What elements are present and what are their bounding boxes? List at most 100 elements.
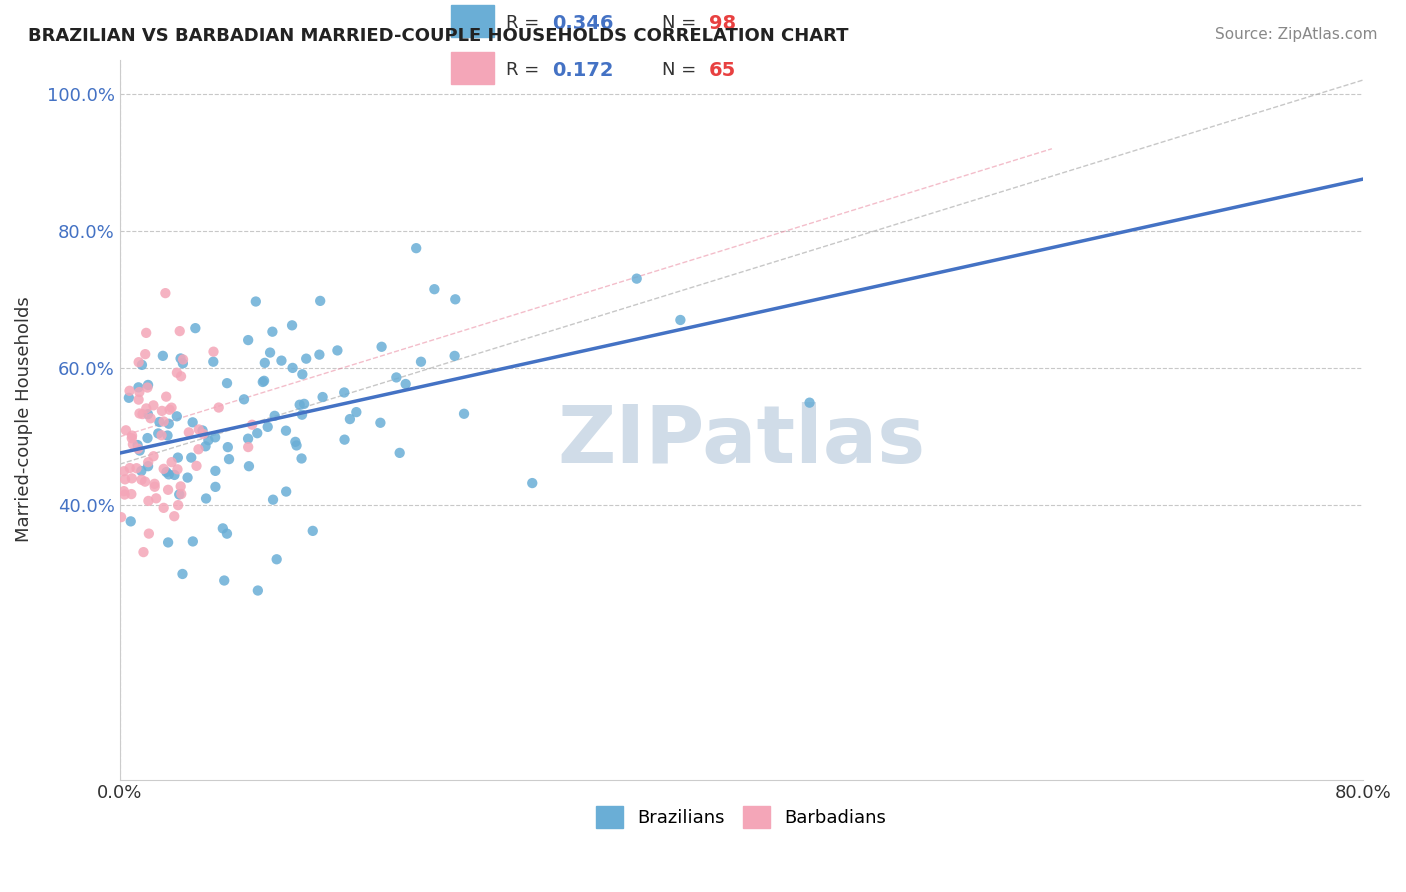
Point	[150, 404, 173, 418]
Point	[160, 401, 183, 415]
Point	[136, 431, 159, 445]
Point	[238, 333, 260, 347]
Point	[626, 271, 648, 285]
Point	[212, 574, 235, 588]
Point	[128, 385, 150, 400]
Point	[157, 483, 180, 497]
Point	[270, 353, 292, 368]
Text: ZIPatlas: ZIPatlas	[557, 402, 925, 480]
Point	[284, 434, 307, 449]
Point	[290, 451, 312, 466]
Point	[152, 500, 174, 515]
Text: 98: 98	[709, 13, 735, 32]
Point	[142, 398, 165, 412]
Point	[132, 545, 155, 559]
Bar	[451, 5, 494, 37]
Point	[405, 241, 427, 255]
Point	[127, 442, 149, 456]
Point	[135, 401, 157, 416]
Point	[301, 524, 323, 538]
Text: 65: 65	[709, 61, 735, 79]
Point	[194, 439, 217, 453]
Point	[118, 461, 141, 475]
Point	[291, 368, 314, 382]
Point	[333, 385, 356, 400]
Point	[172, 356, 194, 370]
Point	[193, 427, 215, 442]
Bar	[451, 53, 494, 84]
Point	[281, 360, 304, 375]
Legend: Brazilians, Barbadians: Brazilians, Barbadians	[589, 799, 894, 836]
Text: 0.346: 0.346	[553, 13, 614, 32]
Point	[370, 416, 392, 430]
Point	[339, 412, 361, 426]
Point	[143, 476, 166, 491]
Point	[253, 356, 276, 370]
Point	[443, 349, 465, 363]
Point	[236, 432, 259, 446]
Point	[131, 358, 153, 372]
Point	[167, 498, 190, 512]
Point	[157, 417, 180, 431]
Point	[184, 321, 207, 335]
Point	[308, 348, 330, 362]
Point	[176, 470, 198, 484]
Point	[163, 467, 186, 482]
Point	[152, 349, 174, 363]
Text: R =: R =	[506, 62, 546, 79]
Point	[281, 318, 304, 333]
Text: R =: R =	[506, 14, 546, 32]
Point	[238, 459, 260, 474]
Point	[143, 480, 166, 494]
Point	[136, 378, 159, 392]
Point	[669, 313, 692, 327]
Point	[127, 380, 149, 394]
Point	[276, 484, 298, 499]
Point	[145, 491, 167, 506]
Point	[238, 440, 260, 454]
Point	[166, 462, 188, 476]
Point	[159, 402, 181, 417]
Point	[138, 494, 160, 508]
Point	[204, 480, 226, 494]
Point	[291, 408, 314, 422]
Point	[110, 510, 132, 524]
Point	[169, 351, 191, 366]
Point	[187, 442, 209, 457]
Point	[169, 324, 191, 338]
Point	[246, 426, 269, 441]
Point	[240, 417, 263, 432]
Point	[180, 450, 202, 465]
Point	[136, 455, 159, 469]
Y-axis label: Married-couple Households: Married-couple Households	[15, 297, 32, 542]
Text: N =: N =	[662, 14, 702, 32]
Point	[195, 491, 218, 506]
Point	[128, 406, 150, 420]
Point	[259, 345, 281, 359]
Point	[155, 286, 177, 301]
Point	[115, 423, 138, 437]
Point	[172, 566, 194, 581]
Point	[134, 347, 156, 361]
Point	[172, 352, 194, 367]
Point	[155, 465, 177, 479]
Point	[166, 409, 188, 424]
Point	[166, 366, 188, 380]
Point	[157, 467, 180, 482]
Point	[127, 438, 149, 452]
Point	[263, 409, 285, 423]
Point	[444, 293, 467, 307]
Point	[148, 415, 170, 429]
Point	[121, 431, 143, 445]
Point	[120, 487, 142, 501]
Point	[128, 443, 150, 458]
Point	[114, 487, 136, 501]
Point	[211, 521, 233, 535]
Point	[202, 355, 225, 369]
Point	[131, 473, 153, 487]
Point	[128, 355, 150, 369]
Point	[197, 433, 219, 447]
Point	[160, 455, 183, 469]
Point	[122, 437, 145, 451]
Point	[157, 535, 180, 549]
